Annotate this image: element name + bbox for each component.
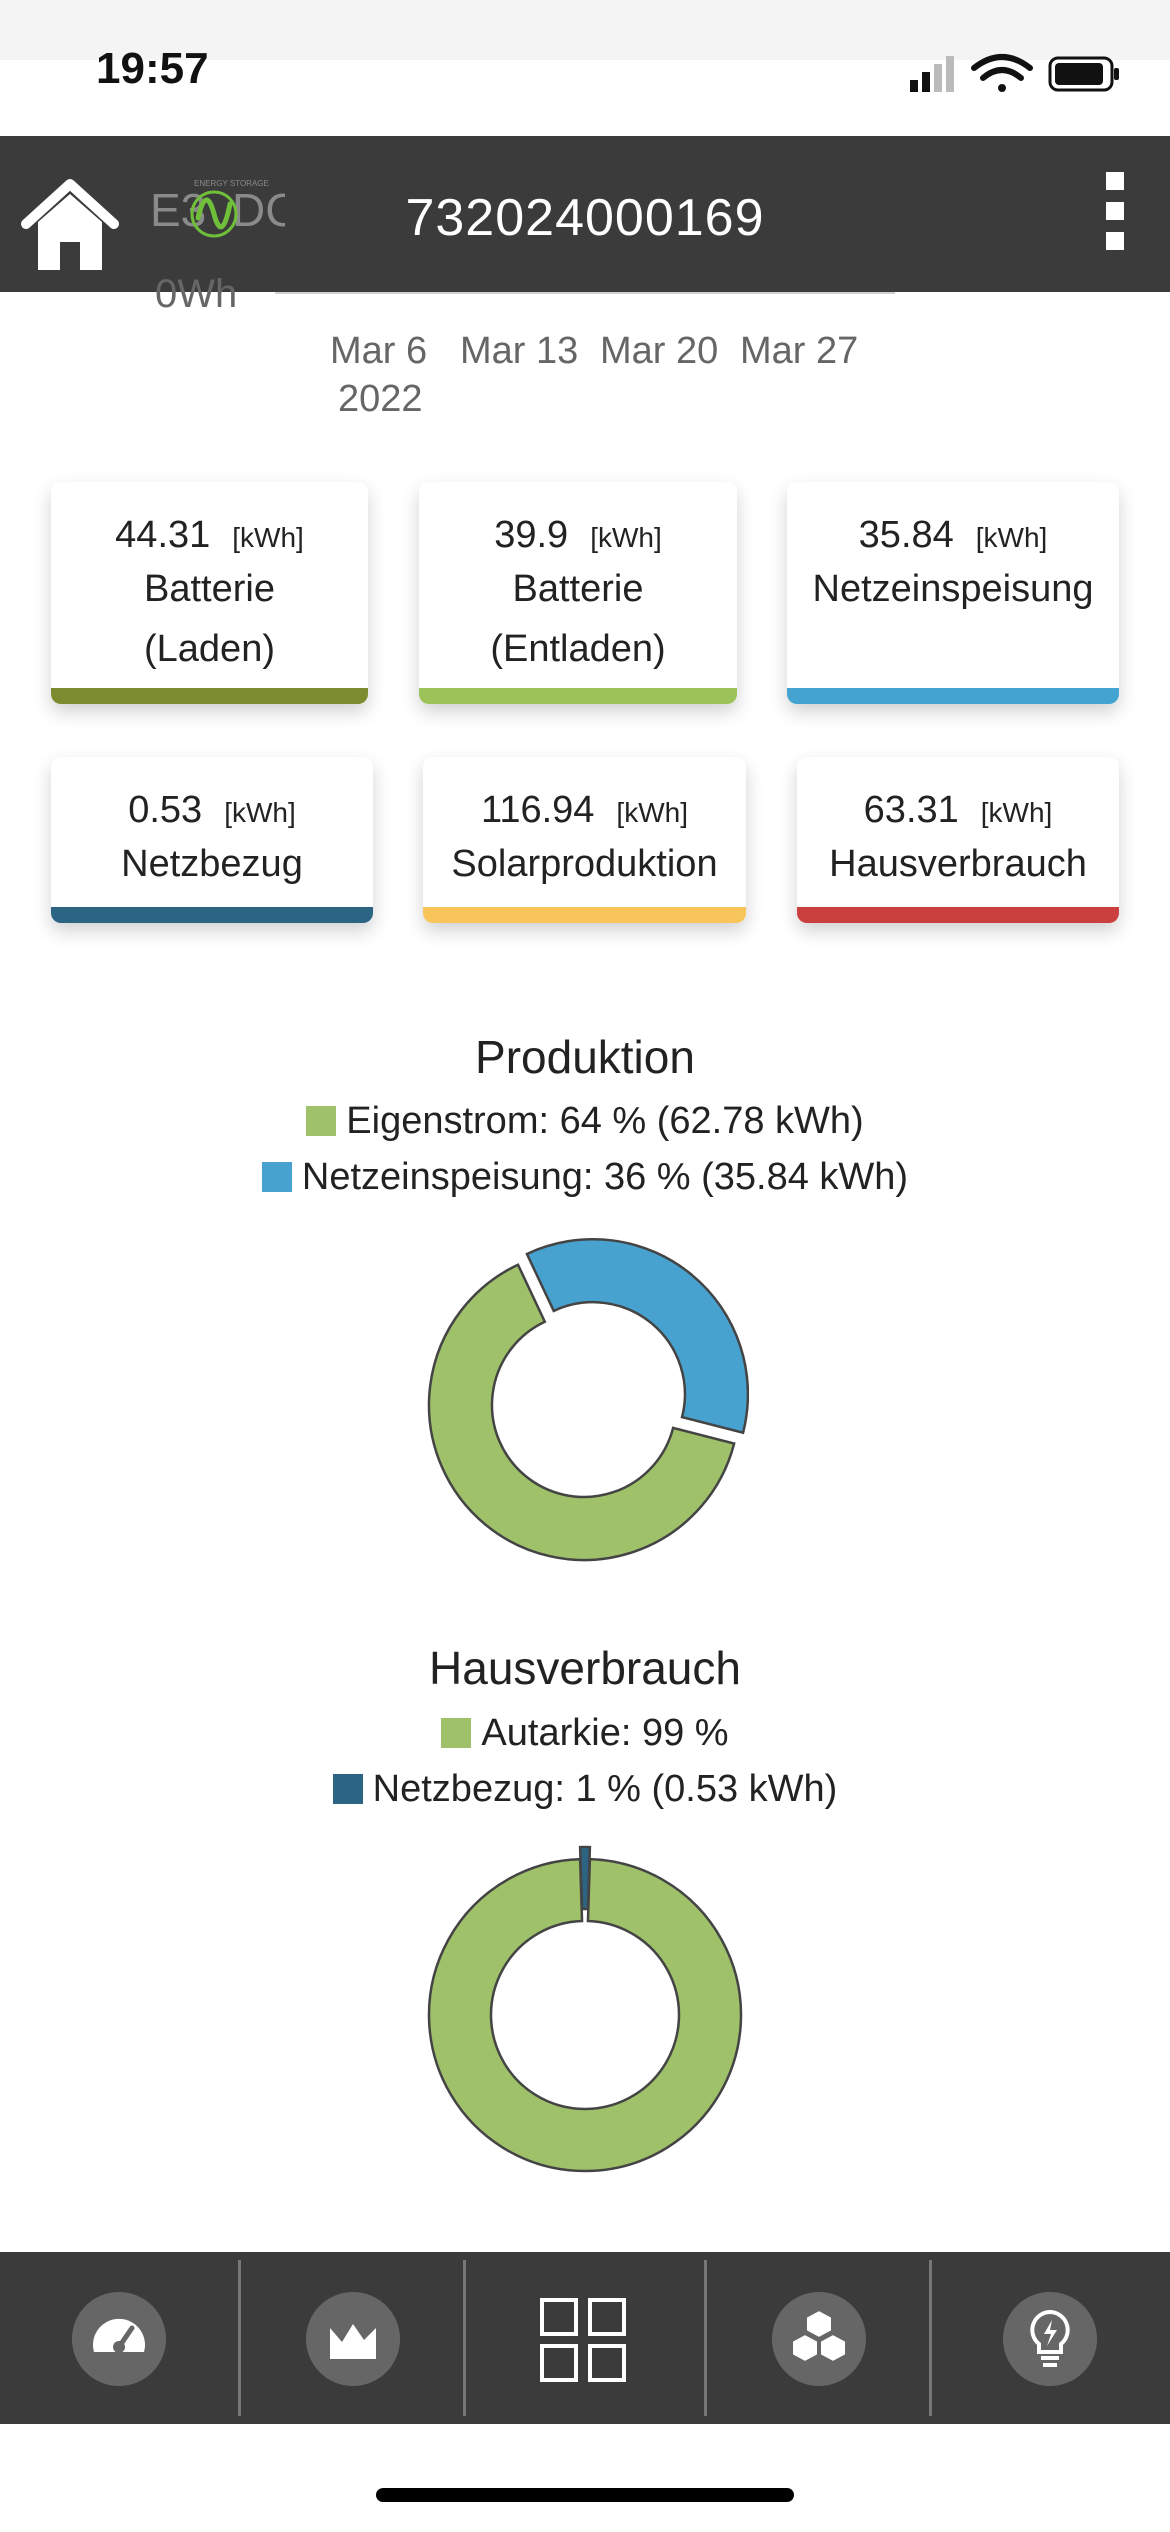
x-tick-label: Mar 27 xyxy=(740,330,859,372)
nav-overview[interactable] xyxy=(466,2252,704,2424)
card-color-bar xyxy=(797,907,1119,923)
card-batterie-laden[interactable]: 44.31 [kWh] Batterie (Laden) xyxy=(51,482,368,704)
card-label-sub: (Entladen) xyxy=(490,628,666,670)
nav-components[interactable] xyxy=(707,2252,929,2424)
pie-slice-autarkie xyxy=(427,1857,743,2173)
home-icon[interactable] xyxy=(18,176,122,276)
home-indicator xyxy=(376,2488,794,2502)
legend-label: Autarkie: 99 % xyxy=(481,1712,729,1754)
card-label: Batterie xyxy=(144,568,275,610)
chart-x-axis: 0Wh Mar 6 Mar 13 Mar 20 Mar 27 2022 xyxy=(0,272,1170,442)
legend-swatch xyxy=(261,1162,292,1192)
nav-divider xyxy=(238,2260,241,2416)
x-tick-label: Mar 20 xyxy=(600,330,719,372)
card-value: 35.84 xyxy=(858,514,954,556)
nav-divider xyxy=(929,2260,932,2416)
card-color-bar xyxy=(423,907,746,923)
gauge-icon xyxy=(72,2292,166,2386)
produktion-legend-item: Netzeinspeisung: 36 % (35.84 kWh) xyxy=(0,1156,1170,1199)
card-label: Netzbezug xyxy=(121,843,303,885)
e3dc-logo: E3 DC ENERGY STORAGE xyxy=(150,179,285,238)
card-unit: [kWh] xyxy=(590,522,662,553)
card-value: 116.94 xyxy=(481,789,595,831)
cellular-signal-icon xyxy=(910,56,954,92)
hausverbrauch-donut-chart xyxy=(427,1845,743,2173)
card-label: Hausverbrauch xyxy=(829,843,1087,885)
legend-label: Netzbezug: 1 % (0.53 kWh) xyxy=(372,1768,838,1810)
status-time: 19:57 xyxy=(96,44,209,93)
card-unit: [kWh] xyxy=(980,797,1053,828)
card-color-bar xyxy=(787,688,1119,704)
produktion-title: Produktion xyxy=(475,1031,695,1083)
card-solarproduktion[interactable]: 116.94 [kWh] Solarproduktion xyxy=(423,757,746,923)
card-unit: [kWh] xyxy=(232,522,304,553)
svg-text:DC: DC xyxy=(232,184,285,236)
more-menu-icon[interactable] xyxy=(1100,172,1130,256)
svg-text:ENERGY STORAGE: ENERGY STORAGE xyxy=(194,179,269,188)
pie-slice-netzbezug xyxy=(578,1845,592,1911)
legend-swatch xyxy=(332,1774,363,1804)
legend-swatch xyxy=(441,1718,472,1748)
nav-dashboard[interactable] xyxy=(0,2252,238,2424)
x-axis-year: 2022 xyxy=(338,378,423,420)
card-label: Batterie xyxy=(512,568,644,610)
legend-label: Eigenstrom: 64 % (62.78 kWh) xyxy=(346,1100,864,1142)
card-unit: [kWh] xyxy=(975,522,1048,553)
nav-divider xyxy=(704,2260,707,2416)
app-header: E3 DC ENERGY STORAGE 732024000169 xyxy=(0,136,1170,292)
card-label: Solarproduktion xyxy=(451,843,718,885)
chart-icon xyxy=(306,2292,400,2386)
bottom-navigation xyxy=(0,2252,1170,2424)
nav-divider xyxy=(463,2260,466,2416)
y-axis-label: 0Wh xyxy=(155,272,238,316)
produktion-donut-chart xyxy=(427,1238,749,1562)
card-netzeinspeisung[interactable]: 35.84 [kWh] Netzeinspeisung xyxy=(787,482,1119,704)
battery-icon xyxy=(1048,56,1119,92)
card-value: 39.9 xyxy=(494,514,569,556)
card-netzbezug[interactable]: 0.53 [kWh] Netzbezug xyxy=(51,757,373,923)
nav-history[interactable] xyxy=(241,2252,463,2424)
grid-icon xyxy=(540,2298,626,2382)
hausverbrauch-legend-item: Netzbezug: 1 % (0.53 kWh) xyxy=(0,1768,1170,1811)
card-color-bar xyxy=(51,907,373,923)
nav-tips[interactable] xyxy=(932,2252,1170,2424)
card-batterie-entladen[interactable]: 39.9 [kWh] Batterie (Entladen) xyxy=(419,482,737,704)
x-tick-label: Mar 13 xyxy=(460,330,579,372)
x-tick-label: Mar 6 xyxy=(330,330,428,372)
hausverbrauch-title: Hausverbrauch xyxy=(429,1642,741,1694)
card-value: 44.31 xyxy=(115,514,211,556)
legend-swatch xyxy=(306,1106,337,1136)
card-unit: [kWh] xyxy=(616,797,688,828)
status-bar xyxy=(0,60,1170,136)
produktion-legend-item: Eigenstrom: 64 % (62.78 kWh) xyxy=(0,1100,1170,1143)
wifi-icon xyxy=(971,54,1033,92)
device-id-title: 732024000169 xyxy=(405,189,765,247)
pie-slice-netzeinspeisung xyxy=(525,1238,749,1435)
card-hausverbrauch[interactable]: 63.31 [kWh] Hausverbrauch xyxy=(797,757,1119,923)
card-value: 63.31 xyxy=(863,789,959,831)
x-axis-line xyxy=(275,292,895,294)
card-label-sub: (Laden) xyxy=(144,628,275,670)
bulb-icon xyxy=(1003,2292,1097,2386)
legend-label: Netzeinspeisung: 36 % (35.84 kWh) xyxy=(301,1156,909,1198)
card-unit: [kWh] xyxy=(224,797,296,828)
card-label: Netzeinspeisung xyxy=(812,568,1094,610)
hausverbrauch-legend-item: Autarkie: 99 % xyxy=(0,1712,1170,1755)
status-bar-top xyxy=(0,0,1170,60)
card-value: 0.53 xyxy=(128,789,203,831)
card-color-bar xyxy=(51,688,368,704)
cubes-icon xyxy=(772,2292,866,2386)
status-icons xyxy=(910,54,1119,92)
pie-slice-eigenstrom xyxy=(427,1263,736,1562)
card-color-bar xyxy=(419,688,737,704)
